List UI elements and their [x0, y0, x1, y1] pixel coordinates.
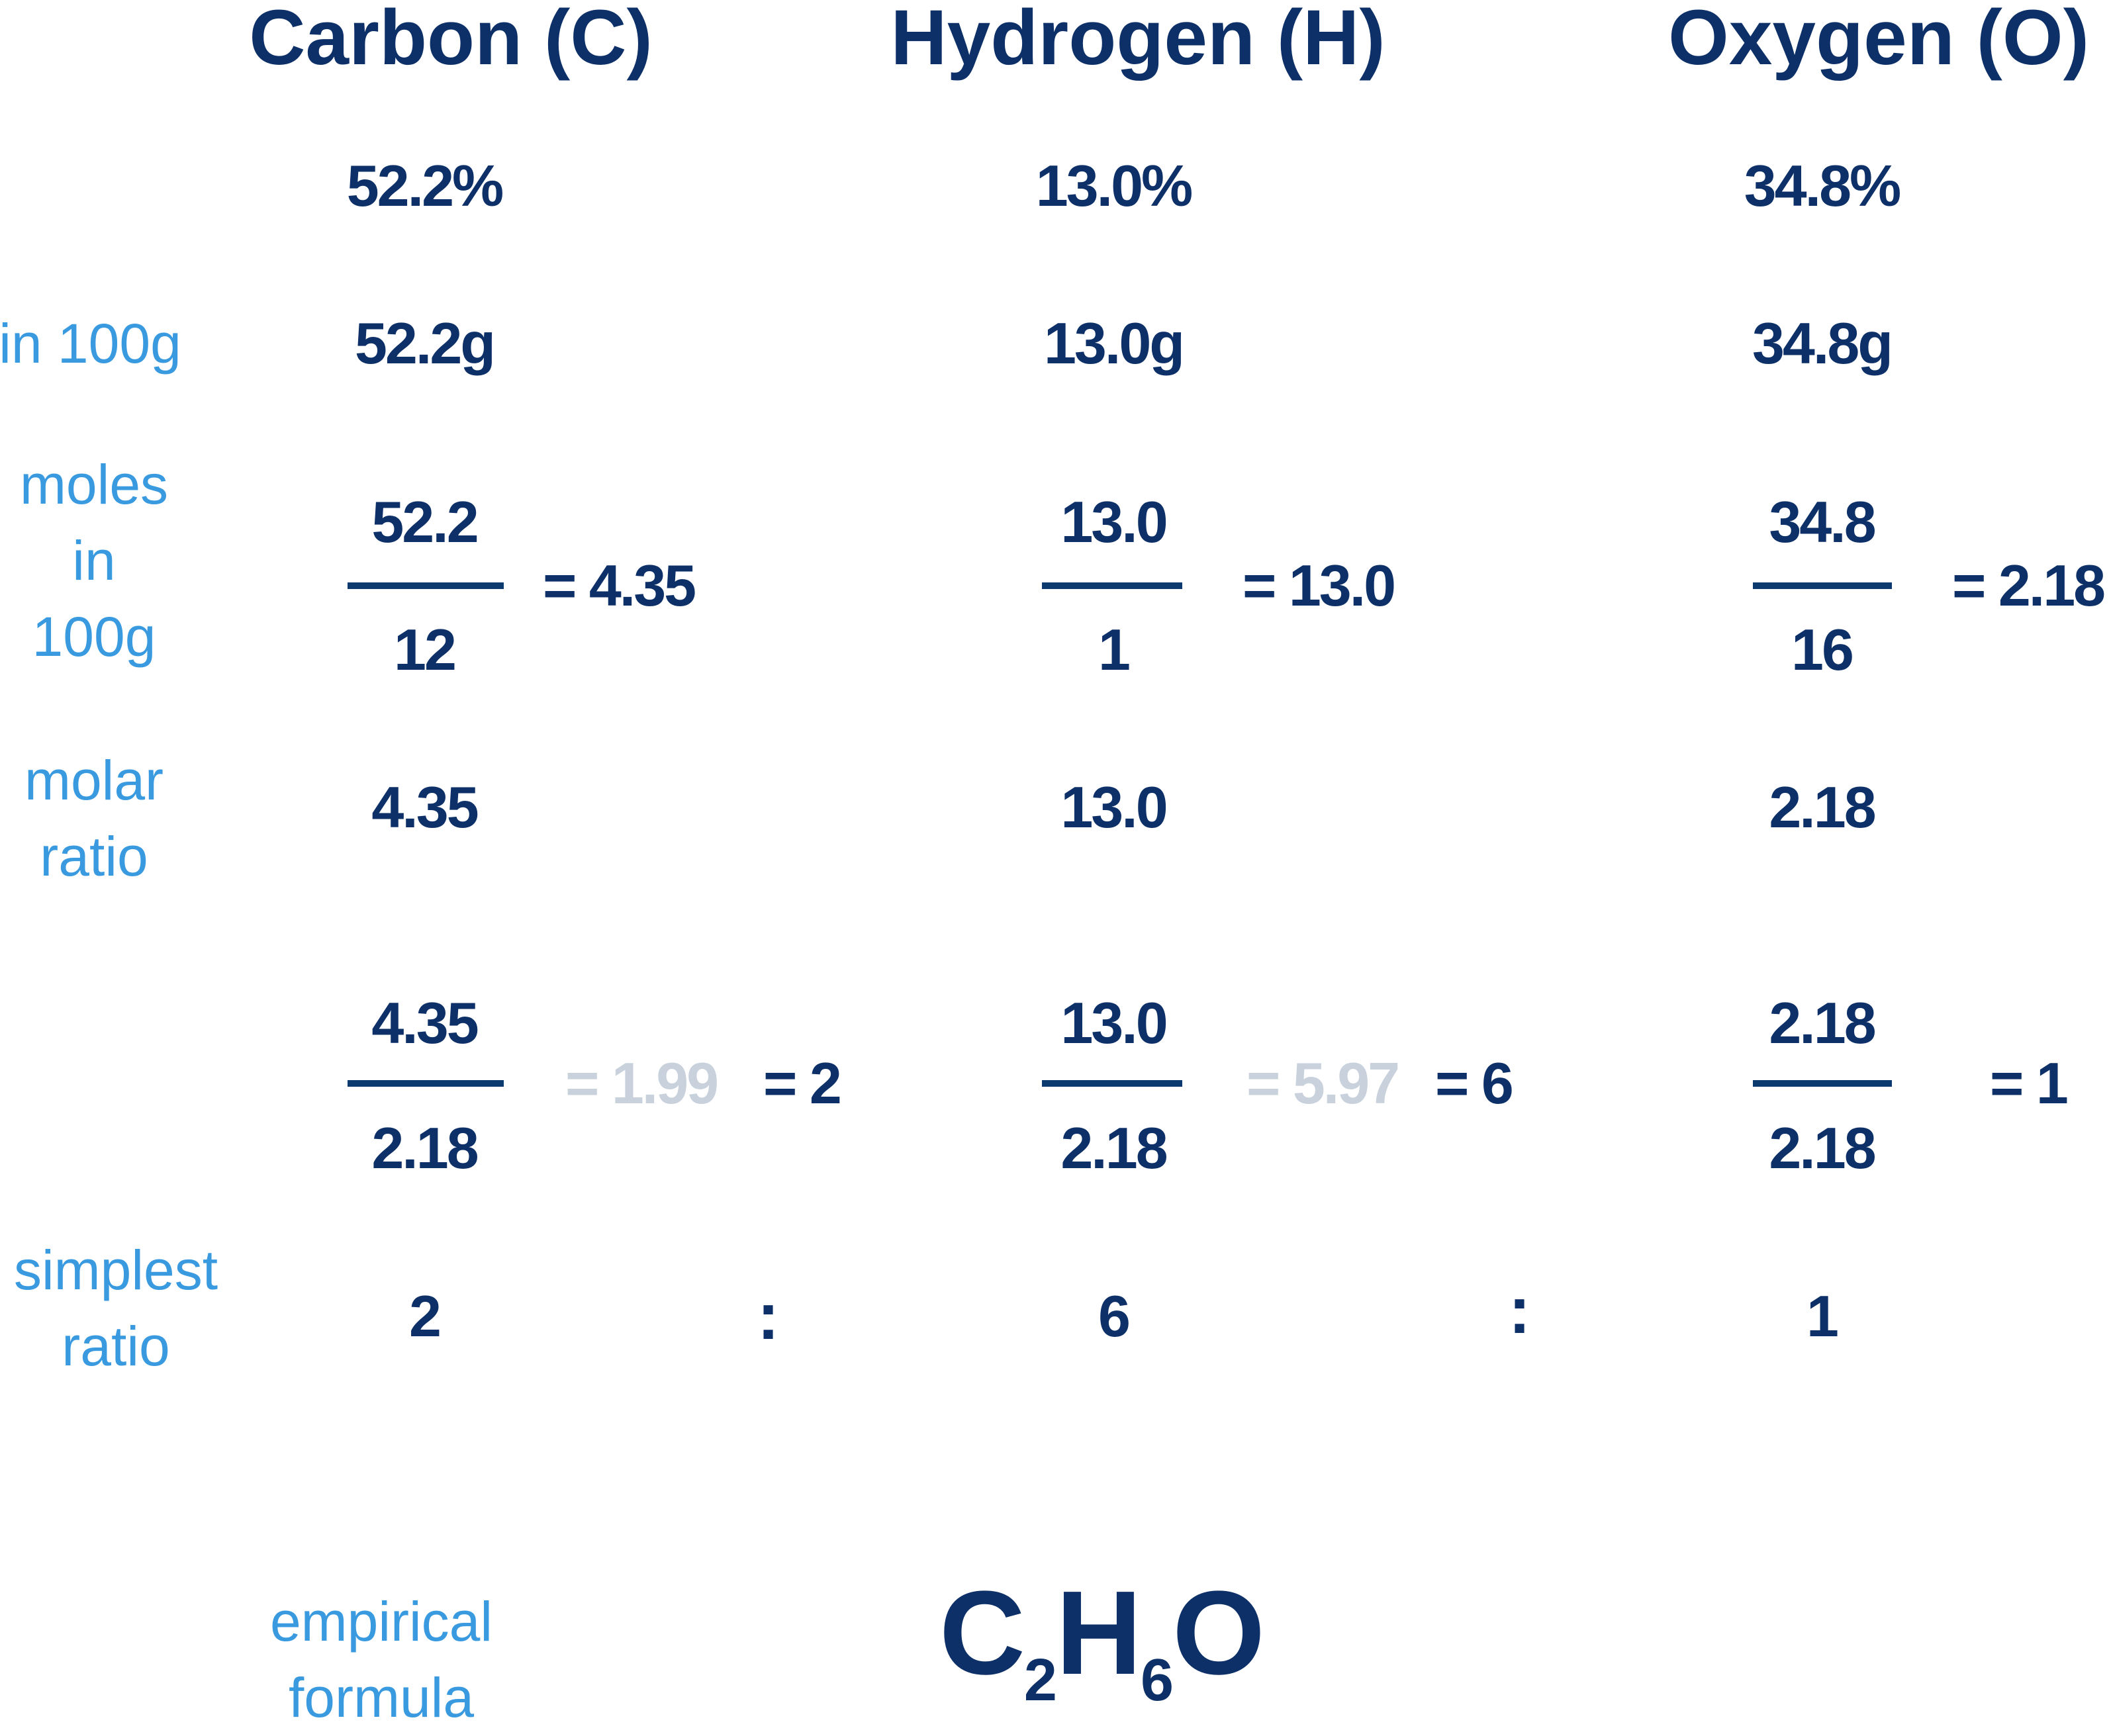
label-empirical-formula: empirical formula — [270, 1584, 493, 1736]
hydrogen-moles-result: = 13.0 — [1243, 553, 1396, 618]
header-hydrogen: Hydrogen (H) — [890, 0, 1385, 81]
oxygen-div-numerator: 2.18 — [1769, 990, 1876, 1056]
label-line: molar — [24, 749, 164, 811]
hydrogen-molar-ratio: 13.0 — [1060, 774, 1168, 840]
hydrogen-div-denominator: 2.18 — [1060, 1115, 1168, 1181]
fraction-bar — [1753, 1080, 1892, 1087]
formula-carbon-subscript: 2 — [1023, 1647, 1057, 1713]
hydrogen-div-result: = 6 — [1435, 1050, 1514, 1116]
carbon-mass: 52.2g — [354, 310, 496, 376]
carbon-div-result: = 2 — [763, 1050, 842, 1116]
oxygen-moles-denominator: 16 — [1791, 617, 1854, 682]
ratio-separator: : — [1508, 1273, 1530, 1348]
label-line: in — [72, 529, 116, 592]
label-molar-ratio: molar ratio — [24, 743, 164, 895]
label-line: 100g — [32, 606, 156, 668]
hydrogen-moles-numerator: 13.0 — [1060, 489, 1168, 555]
formula-oxygen: O — [1172, 1567, 1265, 1700]
hydrogen-mass: 13.0g — [1043, 310, 1185, 376]
empirical-formula: C2H6O — [939, 1574, 1265, 1713]
carbon-molar-ratio: 4.35 — [371, 774, 479, 840]
hydrogen-div-raw: = 5.97 — [1246, 1050, 1400, 1116]
label-line: empirical — [269, 1590, 493, 1653]
formula-hydrogen-subscript: 6 — [1140, 1647, 1174, 1713]
carbon-simplest: 2 — [409, 1283, 442, 1349]
oxygen-percent: 34.8% — [1744, 153, 1902, 218]
hydrogen-percent: 13.0% — [1035, 153, 1194, 218]
carbon-div-raw: = 1.99 — [565, 1050, 719, 1116]
carbon-moles-denominator: 12 — [394, 617, 457, 682]
formula-carbon: C — [939, 1567, 1025, 1700]
label-line: formula — [288, 1667, 475, 1729]
label-line: ratio — [40, 825, 148, 888]
header-carbon: Carbon (C) — [249, 0, 653, 81]
fraction-bar — [1042, 1080, 1182, 1087]
formula-hydrogen: H — [1055, 1567, 1142, 1700]
label-in-100g: in 100g — [0, 312, 181, 375]
carbon-moles-result: = 4.35 — [543, 553, 696, 618]
ratio-separator: : — [757, 1279, 779, 1353]
carbon-percent: 52.2% — [346, 153, 504, 218]
oxygen-moles-result: = 2.18 — [1952, 553, 2106, 618]
hydrogen-div-numerator: 13.0 — [1060, 990, 1168, 1056]
hydrogen-moles-denominator: 1 — [1098, 617, 1131, 682]
carbon-div-numerator: 4.35 — [371, 990, 479, 1056]
fraction-bar — [348, 1080, 504, 1087]
carbon-moles-numerator: 52.2 — [371, 489, 479, 555]
hydrogen-simplest: 6 — [1098, 1283, 1131, 1349]
fraction-bar — [1753, 582, 1892, 589]
label-line: moles — [19, 453, 169, 516]
oxygen-mass: 34.8g — [1752, 310, 1893, 376]
oxygen-moles-numerator: 34.8 — [1769, 489, 1876, 555]
label-line: ratio — [62, 1315, 170, 1377]
oxygen-molar-ratio: 2.18 — [1769, 774, 1876, 840]
oxygen-div-denominator: 2.18 — [1769, 1115, 1876, 1181]
carbon-div-denominator: 2.18 — [371, 1115, 479, 1181]
label-simplest-ratio: simplest ratio — [14, 1232, 218, 1385]
fraction-bar — [348, 582, 504, 589]
oxygen-div-result: = 1 — [1990, 1050, 2069, 1116]
label-moles: moles in 100g — [20, 447, 168, 675]
oxygen-simplest: 1 — [1806, 1283, 1839, 1349]
header-oxygen: Oxygen (O) — [1668, 0, 2089, 81]
fraction-bar — [1042, 582, 1182, 589]
label-line: simplest — [13, 1239, 218, 1301]
